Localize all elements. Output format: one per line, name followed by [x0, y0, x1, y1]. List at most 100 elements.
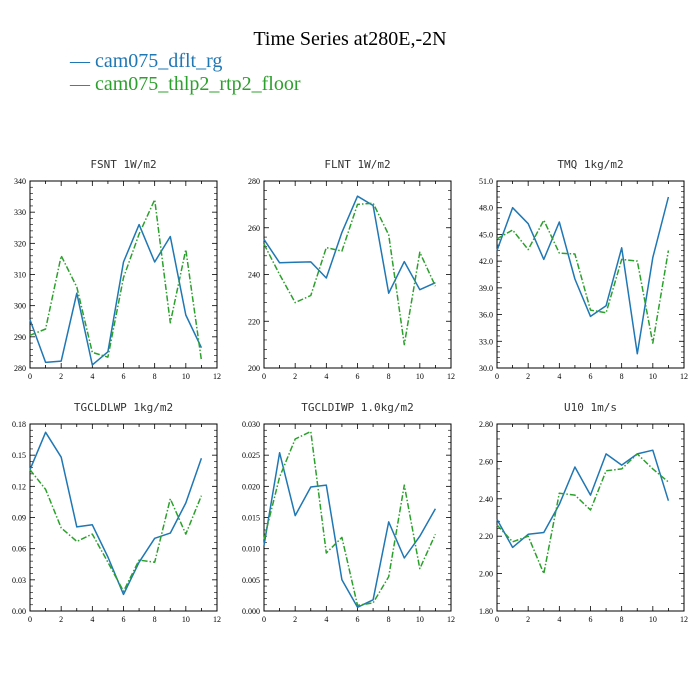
y-tick-label: 0.015	[242, 514, 260, 523]
y-tick-label: 0.09	[12, 514, 26, 523]
x-tick-label: 6	[122, 615, 126, 624]
y-tick-label: 260	[248, 224, 260, 233]
y-tick-label: 1.80	[479, 607, 493, 616]
plot-frame	[263, 423, 452, 612]
panel-title: TGCLDIWP 1.0kg/m2	[301, 401, 414, 414]
legend-item-dflt: — cam075_dflt_rg	[70, 50, 223, 72]
series-line-dflt	[29, 223, 203, 366]
y-tick-label: 0.15	[12, 451, 26, 460]
y-tick-label: 2.00	[479, 570, 493, 579]
y-tick-label: 36.0	[479, 311, 493, 320]
y-tick-label: 0.030	[242, 420, 260, 429]
series-line-floor	[496, 219, 670, 344]
y-tick-label: 2.20	[479, 532, 493, 541]
y-tick-label: 2.80	[479, 420, 493, 429]
y-tick-label: 0.000	[242, 607, 260, 616]
series-line-dflt	[496, 196, 670, 355]
y-tick-label: 51.0	[479, 177, 493, 186]
x-tick-label: 0	[262, 615, 266, 624]
x-tick-label: 12	[213, 372, 221, 381]
series-line-floor	[496, 453, 669, 575]
panel-title: U10 1m/s	[564, 401, 617, 414]
x-tick-label: 2	[59, 615, 63, 624]
series-line-floor	[263, 202, 437, 346]
y-tick-label: 39.0	[479, 284, 493, 293]
x-tick-label: 10	[649, 372, 657, 381]
x-tick-label: 4	[324, 372, 328, 381]
series-line-floor	[29, 469, 203, 593]
panel-title: FSNT 1W/m2	[90, 158, 156, 171]
y-tick-label: 340	[14, 177, 26, 186]
x-tick-label: 8	[153, 372, 157, 381]
x-tick-label: 12	[680, 615, 688, 624]
series-line-dflt	[496, 449, 670, 549]
legend-item-floor: — cam075_thlp2_rtp2_floor	[70, 73, 301, 95]
x-tick-label: 0	[28, 372, 32, 381]
x-tick-label: 0	[495, 372, 499, 381]
panel-title: TGCLDLWP 1kg/m2	[74, 401, 173, 414]
y-tick-label: 0.00	[12, 607, 26, 616]
x-tick-label: 4	[90, 615, 94, 624]
y-tick-label: 2.60	[479, 457, 493, 466]
x-tick-label: 8	[620, 615, 624, 624]
x-tick-label: 12	[447, 615, 455, 624]
x-tick-label: 10	[416, 615, 424, 624]
x-tick-label: 0	[495, 615, 499, 624]
x-tick-label: 10	[182, 615, 190, 624]
y-tick-label: 330	[14, 208, 26, 217]
y-tick-label: 2.40	[479, 495, 493, 504]
y-tick-label: 280	[14, 364, 26, 373]
y-tick-label: 0.010	[242, 545, 260, 554]
y-tick-label: 240	[248, 271, 260, 280]
y-tick-label: 220	[248, 317, 260, 326]
series-line-dflt	[263, 451, 437, 609]
plot-frame	[496, 423, 685, 612]
y-tick-label: 0.005	[242, 576, 260, 585]
panel-title: TMQ 1kg/m2	[557, 158, 623, 171]
x-tick-label: 2	[526, 615, 530, 624]
x-tick-label: 6	[589, 615, 593, 624]
panel-title: FLNT 1W/m2	[324, 158, 390, 171]
x-tick-label: 0	[28, 615, 32, 624]
x-tick-label: 10	[649, 615, 657, 624]
y-tick-label: 0.06	[12, 545, 26, 554]
x-tick-label: 12	[447, 372, 455, 381]
y-tick-label: 30.0	[479, 364, 493, 373]
x-tick-label: 0	[262, 372, 266, 381]
y-tick-label: 0.025	[242, 451, 260, 460]
legend-label-dflt: cam075_dflt_rg	[95, 50, 223, 72]
x-tick-label: 2	[526, 372, 530, 381]
x-tick-label: 2	[59, 372, 63, 381]
y-tick-label: 0.18	[12, 420, 26, 429]
x-tick-label: 8	[387, 615, 391, 624]
x-tick-label: 4	[90, 372, 94, 381]
x-tick-label: 8	[620, 372, 624, 381]
x-tick-label: 8	[153, 615, 157, 624]
x-tick-label: 2	[293, 372, 297, 381]
y-tick-label: 290	[14, 333, 26, 342]
plot-frame	[496, 180, 685, 369]
x-tick-label: 6	[589, 372, 593, 381]
plot-frame	[263, 180, 452, 369]
legend: — cam075_dflt_rg — cam075_thlp2_rtp2_flo…	[70, 50, 301, 96]
y-tick-label: 280	[248, 177, 260, 186]
x-tick-label: 10	[182, 372, 190, 381]
y-tick-label: 42.0	[479, 257, 493, 266]
x-tick-label: 4	[557, 372, 561, 381]
x-tick-label: 2	[293, 615, 297, 624]
y-tick-label: 0.12	[12, 482, 26, 491]
y-tick-label: 48.0	[479, 204, 493, 213]
y-tick-label: 33.0	[479, 337, 493, 346]
y-tick-label: 200	[248, 364, 260, 373]
y-tick-label: 320	[14, 239, 26, 248]
x-tick-label: 6	[122, 372, 126, 381]
series-line-dflt	[263, 195, 436, 294]
series-line-floor	[29, 198, 203, 361]
y-tick-label: 45.0	[479, 230, 493, 239]
legend-label-floor: cam075_thlp2_rtp2_floor	[95, 73, 301, 95]
x-tick-label: 12	[213, 615, 221, 624]
series-line-floor	[263, 430, 437, 607]
x-tick-label: 8	[387, 372, 391, 381]
y-tick-label: 310	[14, 271, 26, 280]
